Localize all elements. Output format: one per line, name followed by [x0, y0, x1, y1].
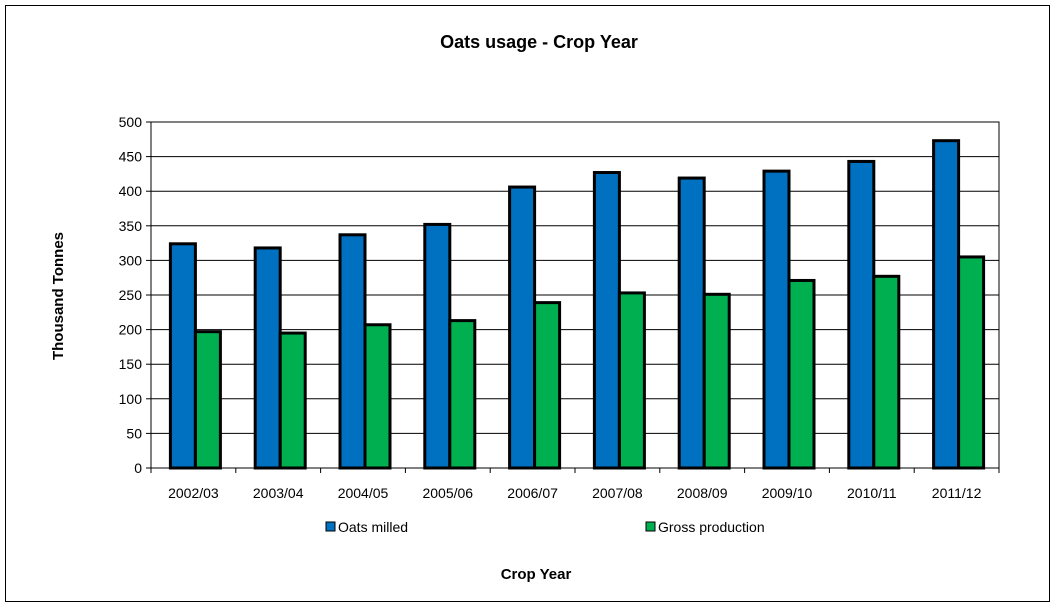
- x-tick-label: 2008/09: [677, 485, 728, 501]
- bar-oats-milled: [932, 139, 961, 470]
- x-tick-label: 2003/04: [253, 485, 304, 501]
- x-tick-labels: 2002/03 2003/04 2004/05 2005/06 2006/07 2007/…: [168, 485, 981, 501]
- y-tick-label: 350: [119, 218, 143, 234]
- bar-gross-production: [363, 323, 392, 470]
- chart-frame: Oats usage - Crop Year 0 50 100 150 200 250 30…: [5, 5, 1050, 602]
- y-tick-label: 450: [119, 149, 143, 165]
- x-tick-label: 2011/12: [932, 485, 982, 501]
- x-tick-label: 2002/03: [168, 485, 219, 501]
- y-tick-label: 250: [119, 287, 143, 303]
- legend: Oats milled Gross production: [325, 519, 765, 535]
- bar-oats-milled: [508, 185, 537, 470]
- y-tick-label: 0: [134, 460, 142, 476]
- x-tick-label: 2009/10: [762, 485, 813, 501]
- axes: [146, 121, 1000, 473]
- bar-oats-milled: [168, 242, 197, 470]
- bar-gross-production: [278, 331, 307, 470]
- x-tick-label: 2006/07: [507, 485, 558, 501]
- bar-gross-production: [533, 301, 562, 470]
- bar-oats-milled: [592, 171, 621, 470]
- y-tick-label: 400: [119, 183, 143, 199]
- y-tick-label: 200: [119, 322, 143, 338]
- bar-gross-production: [617, 291, 646, 470]
- bar-oats-milled: [677, 176, 706, 470]
- bar-oats-milled: [762, 169, 791, 470]
- x-tick-label: 2005/06: [422, 485, 473, 501]
- chart-title: Oats usage - Crop Year: [440, 32, 638, 52]
- x-tick-label: 2010/11: [847, 485, 897, 501]
- bar-oats-milled: [423, 222, 452, 470]
- bar-oats-milled: [338, 233, 367, 470]
- y-tick-label: 100: [119, 391, 143, 407]
- x-tick-label: 2007/08: [592, 485, 643, 501]
- bar-gross-production: [787, 278, 816, 470]
- legend-swatch-oats-milled: [325, 521, 336, 532]
- bar-gross-production: [448, 319, 477, 470]
- y-tick-label: 150: [119, 356, 143, 372]
- y-tick-label: 300: [119, 252, 143, 268]
- x-tick-label: 2004/05: [338, 485, 389, 501]
- bar-gross-production: [702, 292, 731, 470]
- bar-gross-production: [957, 255, 986, 470]
- bars: [168, 139, 986, 470]
- y-tick-label: 50: [126, 425, 142, 441]
- legend-label-oats-milled: Oats milled: [338, 519, 408, 535]
- chart: Oats usage - Crop Year 0 50 100 150 200 250 30…: [50, 32, 1000, 583]
- bar-oats-milled: [253, 246, 282, 470]
- y-axis-label: Thousand Tonnes: [50, 232, 67, 360]
- y-tick-label: 500: [119, 114, 143, 130]
- legend-swatch-gross-production: [645, 521, 656, 532]
- bar-gross-production: [872, 274, 901, 470]
- y-tick-labels: 0 50 100 150 200 250 300 350 400 450 500: [119, 114, 143, 476]
- bar-gross-production: [193, 330, 222, 470]
- legend-label-gross-production: Gross production: [658, 519, 765, 535]
- x-axis-label: Crop Year: [501, 566, 572, 583]
- bar-oats-milled: [847, 159, 876, 470]
